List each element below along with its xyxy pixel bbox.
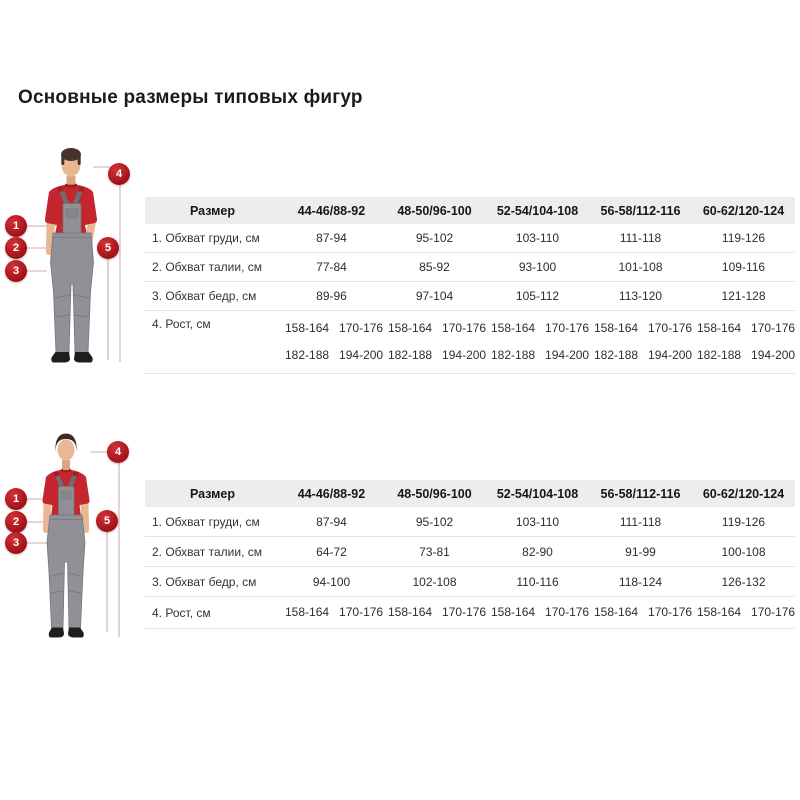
table-cell: 119-126	[692, 224, 795, 253]
table-cell: 87-94	[280, 507, 383, 537]
measure-marker-1: 1	[5, 215, 27, 237]
measure-marker-2: 2	[5, 237, 27, 259]
row-label: 1. Обхват груди, см	[145, 507, 280, 537]
row-label: 1. Обхват груди, см	[145, 224, 280, 253]
table-row-height: 4. Рост, см 158-164 170-176 182-188 194-20…	[145, 310, 795, 374]
table-cell: 97-104	[383, 281, 486, 311]
table-cell: 113-120	[589, 281, 692, 311]
column-header: 52-54/104-108	[486, 480, 589, 507]
table-cell: 94-100	[280, 566, 383, 597]
row-label: 2. Обхват талии, см	[145, 252, 280, 282]
table-cell: 158-164 170-176 182-188 194-200	[280, 310, 383, 374]
table-cell: 111-118	[589, 507, 692, 537]
column-header: 48-50/96-100	[383, 480, 486, 507]
table-cell: 73-81	[383, 536, 486, 567]
table-cell: 105-112	[486, 281, 589, 311]
table-cell: 126-132	[692, 566, 795, 597]
table-cell: 93-100	[486, 252, 589, 282]
table-cell: 91-99	[589, 536, 692, 567]
table-cell: 158-164 170-176 182-188 194-200	[486, 310, 589, 374]
men-sizes-table: Размер 44-46/88-92 48-50/96-100 52-54/10…	[145, 197, 795, 374]
table-cell: 95-102	[383, 224, 486, 253]
column-header: 44-46/88-92	[280, 480, 383, 507]
measure-marker-5: 5	[96, 510, 118, 532]
table-header-row: Размер 44-46/88-92 48-50/96-100 52-54/10…	[145, 480, 795, 507]
column-header: 52-54/104-108	[486, 197, 589, 224]
male-figure-illustration	[18, 148, 121, 363]
column-header: 60-62/120-124	[692, 197, 795, 224]
table-row-height: 4. Рост, см 158-164 170-176 158-164 170-17…	[145, 596, 795, 629]
column-header: 48-50/96-100	[383, 197, 486, 224]
row-label: 3. Обхват бедр, см	[145, 566, 280, 597]
table-cell: 158-164 170-176 182-188 194-200	[589, 310, 692, 374]
measure-marker-4: 4	[108, 163, 130, 185]
table-cell: 158-164 170-176	[383, 596, 486, 629]
table-cell: 158-164 170-176 182-188 194-200	[692, 310, 795, 374]
column-header: Размер	[145, 197, 280, 224]
table-row-waist: 2. Обхват талии, см 77-84 85-92 93-100 1…	[145, 252, 795, 282]
column-header: Размер	[145, 480, 280, 507]
row-label: 4. Рост, см	[145, 310, 280, 374]
table-cell: 95-102	[383, 507, 486, 537]
table-cell: 103-110	[486, 507, 589, 537]
table-cell: 85-92	[383, 252, 486, 282]
table-cell: 118-124	[589, 566, 692, 597]
table-cell: 111-118	[589, 224, 692, 253]
measure-marker-3: 3	[5, 532, 27, 554]
table-row-hips: 3. Обхват бедр, см 89-96 97-104 105-112 …	[145, 281, 795, 311]
table-cell: 89-96	[280, 281, 383, 311]
measure-marker-2: 2	[5, 511, 27, 533]
table-cell: 77-84	[280, 252, 383, 282]
table-cell: 109-116	[692, 252, 795, 282]
table-header-row: Размер 44-46/88-92 48-50/96-100 52-54/10…	[145, 197, 795, 224]
male-figure	[44, 148, 98, 363]
measure-marker-1: 1	[5, 488, 27, 510]
table-cell: 121-128	[692, 281, 795, 311]
row-label: 2. Обхват талии, см	[145, 536, 280, 567]
measure-marker-4: 4	[107, 441, 129, 463]
table-cell: 82-90	[486, 536, 589, 567]
table-cell: 102-108	[383, 566, 486, 597]
table-cell: 158-164 170-176	[692, 596, 795, 629]
page-title: Основные размеры типовых фигур	[18, 86, 363, 108]
table-cell: 119-126	[692, 507, 795, 537]
column-header: 44-46/88-92	[280, 197, 383, 224]
female-figure	[42, 433, 90, 638]
row-label: 4. Рост, см	[145, 596, 280, 629]
row-label: 3. Обхват бедр, см	[145, 281, 280, 311]
column-header: 60-62/120-124	[692, 480, 795, 507]
table-cell: 110-116	[486, 566, 589, 597]
table-cell: 103-110	[486, 224, 589, 253]
women-sizes-table: Размер 44-46/88-92 48-50/96-100 52-54/10…	[145, 480, 795, 629]
table-cell: 101-108	[589, 252, 692, 282]
table-cell: 87-94	[280, 224, 383, 253]
table-cell: 158-164 170-176	[589, 596, 692, 629]
table-row-chest: 1. Обхват груди, см 87-94 95-102 103-110…	[145, 224, 795, 253]
table-row-chest: 1. Обхват груди, см 87-94 95-102 103-110…	[145, 507, 795, 537]
column-header: 56-58/112-116	[589, 480, 692, 507]
table-cell: 64-72	[280, 536, 383, 567]
table-cell: 158-164 170-176 182-188 194-200	[383, 310, 486, 374]
table-row-hips: 3. Обхват бедр, см 94-100 102-108 110-11…	[145, 566, 795, 597]
table-cell: 100-108	[692, 536, 795, 567]
table-row-waist: 2. Обхват талии, см 64-72 73-81 82-90 91…	[145, 536, 795, 567]
column-header: 56-58/112-116	[589, 197, 692, 224]
table-cell: 158-164 170-176	[486, 596, 589, 629]
table-cell: 158-164 170-176	[280, 596, 383, 629]
measure-marker-3: 3	[5, 260, 27, 282]
measure-marker-5: 5	[97, 237, 119, 259]
